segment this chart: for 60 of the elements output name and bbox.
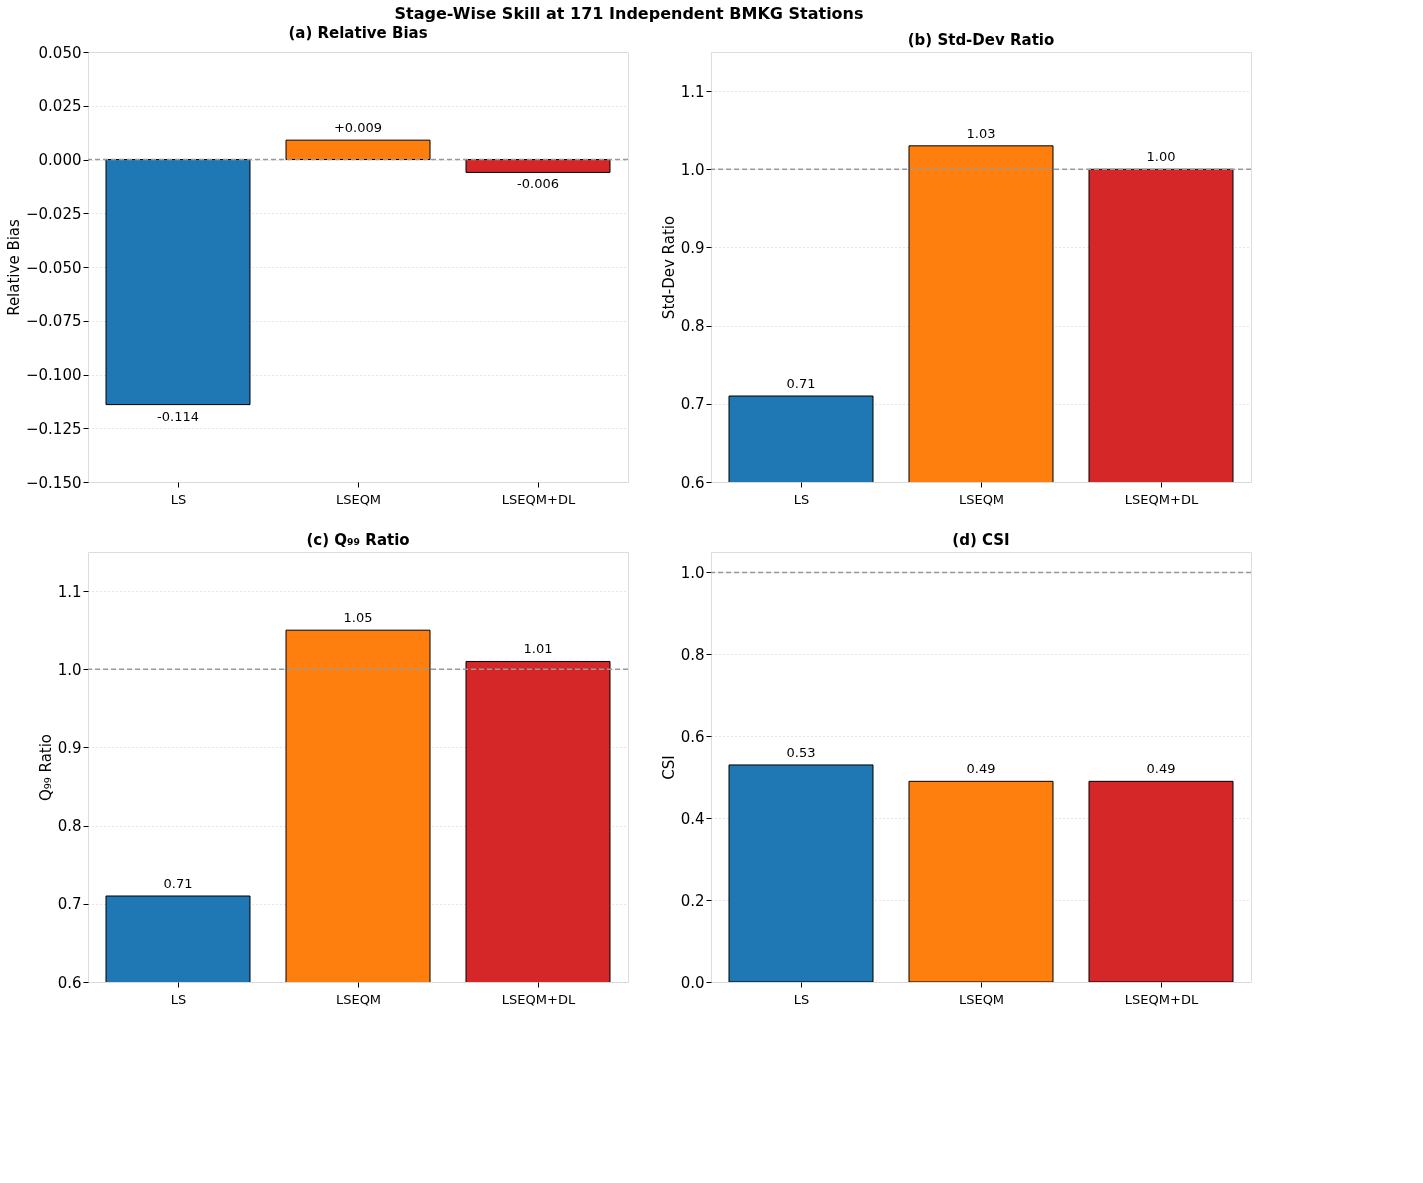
y-tick-label: −0.050 (25, 258, 82, 277)
data-label: 1.05 (343, 610, 373, 626)
y-tick-label: 1.0 (57, 660, 82, 679)
text: Stage-Wise Skill at 171 Independent BMKG Stations (394, 3, 864, 23)
x-tick-label: LSEQM+DL (501, 491, 576, 507)
data-label: 0.53 (786, 744, 816, 760)
x-tick-label: LSEQM+DL (1124, 491, 1199, 507)
y-tick-label: 0.0 (680, 973, 705, 992)
y-axis-title: Q₉₉ Ratio (36, 733, 55, 802)
y-tick-label: 0.4 (680, 809, 705, 828)
y-tick-label: 0.9 (680, 238, 705, 257)
x-tick-label: LSEQM+DL (1124, 991, 1199, 1007)
y-tick-label: 1.0 (680, 563, 705, 582)
y-axis-title: Std-Dev Ratio (659, 215, 678, 320)
x-tick-label: LS (793, 991, 810, 1007)
x-tick-label: LSEQM (335, 991, 382, 1007)
data-label: 1.03 (966, 125, 996, 141)
y-tick-label: 0.8 (57, 817, 82, 836)
y-tick-label: −0.125 (25, 419, 82, 438)
data-label: 0.49 (966, 761, 996, 777)
data-label: +0.009 (333, 120, 383, 136)
y-tick-label: 0.8 (680, 645, 705, 664)
y-tick-label: 0.050 (38, 43, 82, 62)
y-tick-label: 0.9 (57, 738, 82, 757)
x-tick-label: LS (170, 491, 187, 507)
chart-title: (d) CSI (952, 531, 1010, 549)
chart-title: (a) Relative Bias (288, 24, 428, 42)
y-tick-label: −0.075 (25, 312, 82, 331)
y-tick-label: 0.6 (680, 473, 705, 492)
data-label: 0.71 (786, 376, 816, 391)
data-label: -0.006 (517, 176, 559, 192)
data-label: 0.71 (163, 876, 193, 891)
y-tick-label: 1.1 (57, 582, 82, 601)
y-axis-title: CSI (659, 755, 678, 780)
data-label: 1.01 (523, 641, 553, 657)
x-tick-label: LS (793, 491, 810, 507)
data-label: 0.49 (1146, 761, 1176, 777)
y-tick-label: 0.8 (680, 317, 705, 336)
y-tick-label: 0.6 (680, 727, 705, 746)
data-label: 1.00 (1146, 149, 1176, 165)
y-tick-label: 1.0 (680, 160, 705, 179)
y-tick-label: 0.025 (38, 97, 82, 116)
y-tick-label: 1.1 (680, 82, 705, 101)
y-tick-label: 0.000 (38, 151, 82, 169)
data-label: -0.114 (157, 408, 199, 424)
chart-title: (c) Q₉₉ Ratio (306, 531, 410, 549)
y-tick-label: 0.6 (57, 973, 82, 992)
x-tick-label: LSEQM (958, 991, 1005, 1007)
x-tick-label: LSEQM+DL (501, 991, 576, 1007)
x-tick-label: LSEQM (958, 491, 1005, 507)
x-tick-label: LS (170, 991, 187, 1007)
y-tick-label: −0.150 (25, 473, 82, 492)
y-axis-title: Relative Bias (4, 218, 23, 316)
y-tick-label: 0.2 (680, 891, 705, 910)
x-tick-label: LSEQM (335, 491, 382, 507)
chart-title: (b) Std-Dev Ratio (907, 31, 1055, 49)
y-tick-label: −0.025 (25, 204, 82, 223)
y-tick-label: −0.100 (25, 366, 82, 384)
y-tick-label: 0.7 (680, 395, 705, 414)
y-tick-label: 0.7 (57, 895, 82, 914)
